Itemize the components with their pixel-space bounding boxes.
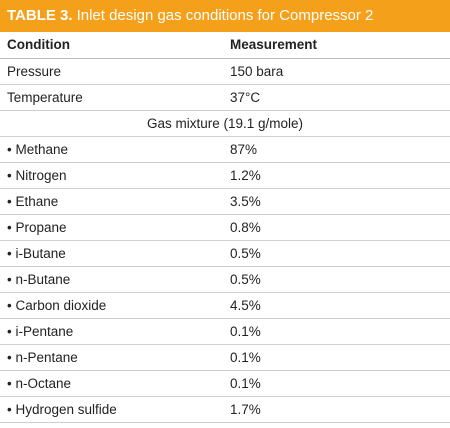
- condition-cell: • n-Butane: [0, 266, 222, 293]
- table-row: • Nitrogen 1.2%: [0, 162, 450, 189]
- table-row: • i-Butane 0.5%: [0, 240, 450, 267]
- table-row: Pressure 150 bara: [0, 58, 450, 85]
- measurement-cell: 0.1%: [222, 344, 450, 371]
- measurement-cell: 87%: [222, 136, 450, 163]
- table-row: • n-Octane 0.1%: [0, 370, 450, 397]
- table-row: • n-Butane 0.5%: [0, 266, 450, 293]
- condition-cell: • Hydrogen sulfide: [0, 396, 222, 423]
- condition-cell: • n-Octane: [0, 370, 222, 397]
- table-row: • n-Pentane 0.1%: [0, 344, 450, 371]
- condition-cell: Pressure: [0, 58, 222, 85]
- table: Condition Measurement Pressure 150 bara Tem…: [0, 32, 450, 423]
- measurement-cell: 4.5%: [222, 292, 450, 319]
- measurement-cell: 0.5%: [222, 240, 450, 267]
- measurement-cell: 150 bara: [222, 58, 450, 85]
- condition-cell: • Methane: [0, 136, 222, 163]
- measurement-cell: 0.1%: [222, 370, 450, 397]
- header-row: Condition Measurement: [0, 32, 450, 59]
- measurement-cell: 3.5%: [222, 188, 450, 215]
- measurement-cell: 0.8%: [222, 214, 450, 241]
- table-row: • Hydrogen sulfide 1.7%: [0, 396, 450, 423]
- table-header: TABLE 3. Inlet design gas conditions for …: [0, 0, 450, 32]
- table-body: Pressure 150 bara Temperature 37°C Gas mixtu…: [0, 58, 450, 423]
- condition-cell: • n-Pentane: [0, 344, 222, 371]
- measurement-cell: 0.1%: [222, 318, 450, 345]
- condition-cell: • i-Butane: [0, 240, 222, 267]
- condition-cell: • i-Pentane: [0, 318, 222, 345]
- condition-cell: • Ethane: [0, 188, 222, 215]
- table-row: • Carbon dioxide 4.5%: [0, 292, 450, 319]
- measurement-cell: 1.7%: [222, 396, 450, 423]
- table-row: Temperature 37°C: [0, 84, 450, 111]
- column-header: Measurement: [222, 32, 450, 59]
- measurement-cell: 37°C: [222, 84, 450, 111]
- section-cell: Gas mixture (19.1 g/mole): [0, 110, 450, 137]
- table-row: • i-Pentane 0.1%: [0, 318, 450, 345]
- measurement-cell: 1.2%: [222, 162, 450, 189]
- table-row: Gas mixture (19.1 g/mole): [0, 110, 450, 137]
- measurement-cell: 0.5%: [222, 266, 450, 293]
- table-row: • Propane 0.8%: [0, 214, 450, 241]
- condition-cell: • Propane: [0, 214, 222, 241]
- table-row: • Methane 87%: [0, 136, 450, 163]
- condition-cell: Temperature: [0, 84, 222, 111]
- table-title: Inlet design gas conditions for Compress…: [76, 7, 374, 24]
- column-header: Condition: [0, 32, 222, 59]
- condition-cell: • Nitrogen: [0, 162, 222, 189]
- table-row: • Ethane 3.5%: [0, 188, 450, 215]
- table-label: TABLE 3.: [7, 7, 73, 24]
- condition-cell: • Carbon dioxide: [0, 292, 222, 319]
